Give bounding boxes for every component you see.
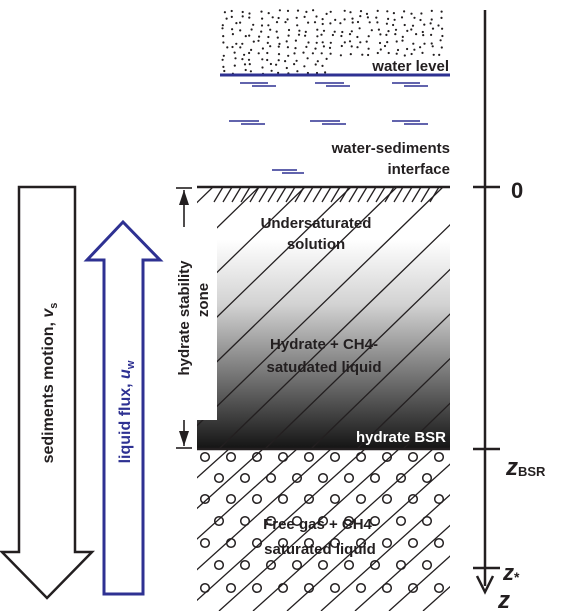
free-gas-zone <box>197 449 450 611</box>
hydrate-label-2: satudated liquid <box>266 359 381 376</box>
sediments-motion-label: sediments motion, vs <box>40 303 60 464</box>
water-level-label: water level <box>371 58 449 75</box>
depth-axis <box>473 10 500 595</box>
hydrate-stability-zone <box>197 187 450 449</box>
stability-zone-label-1: hydrate stability <box>176 260 193 376</box>
free-gas-label-2: saturated liquid <box>264 541 376 558</box>
sediments-motion-arrow <box>0 185 95 600</box>
seafloor-ticks <box>213 186 440 203</box>
liquid-flux-label: liquid flux, uw <box>117 360 137 463</box>
undersaturated-label-2: solution <box>287 236 345 253</box>
bsr-label: hydrate BSR <box>356 429 446 446</box>
axis-z-label: z <box>497 587 510 611</box>
interface-label-1: water-sediments <box>331 140 450 157</box>
axis-z-star-label: z* <box>502 560 520 585</box>
water-surface-dots <box>221 9 444 75</box>
axis-z-bsr-label: zBSR <box>505 454 546 481</box>
stability-zone-label-2: zone <box>195 283 212 317</box>
free-gas-label-1: Free gas + CH4- <box>263 516 377 533</box>
liquid-flux-arrow <box>83 219 164 596</box>
water-dashes <box>229 82 428 174</box>
axis-zero-label: 0 <box>511 178 523 203</box>
undersaturated-label-1: Undersaturated <box>261 215 372 232</box>
interface-label-2: interface <box>387 161 450 178</box>
hydrate-label-1: Hydrate + CH4- <box>270 336 378 353</box>
